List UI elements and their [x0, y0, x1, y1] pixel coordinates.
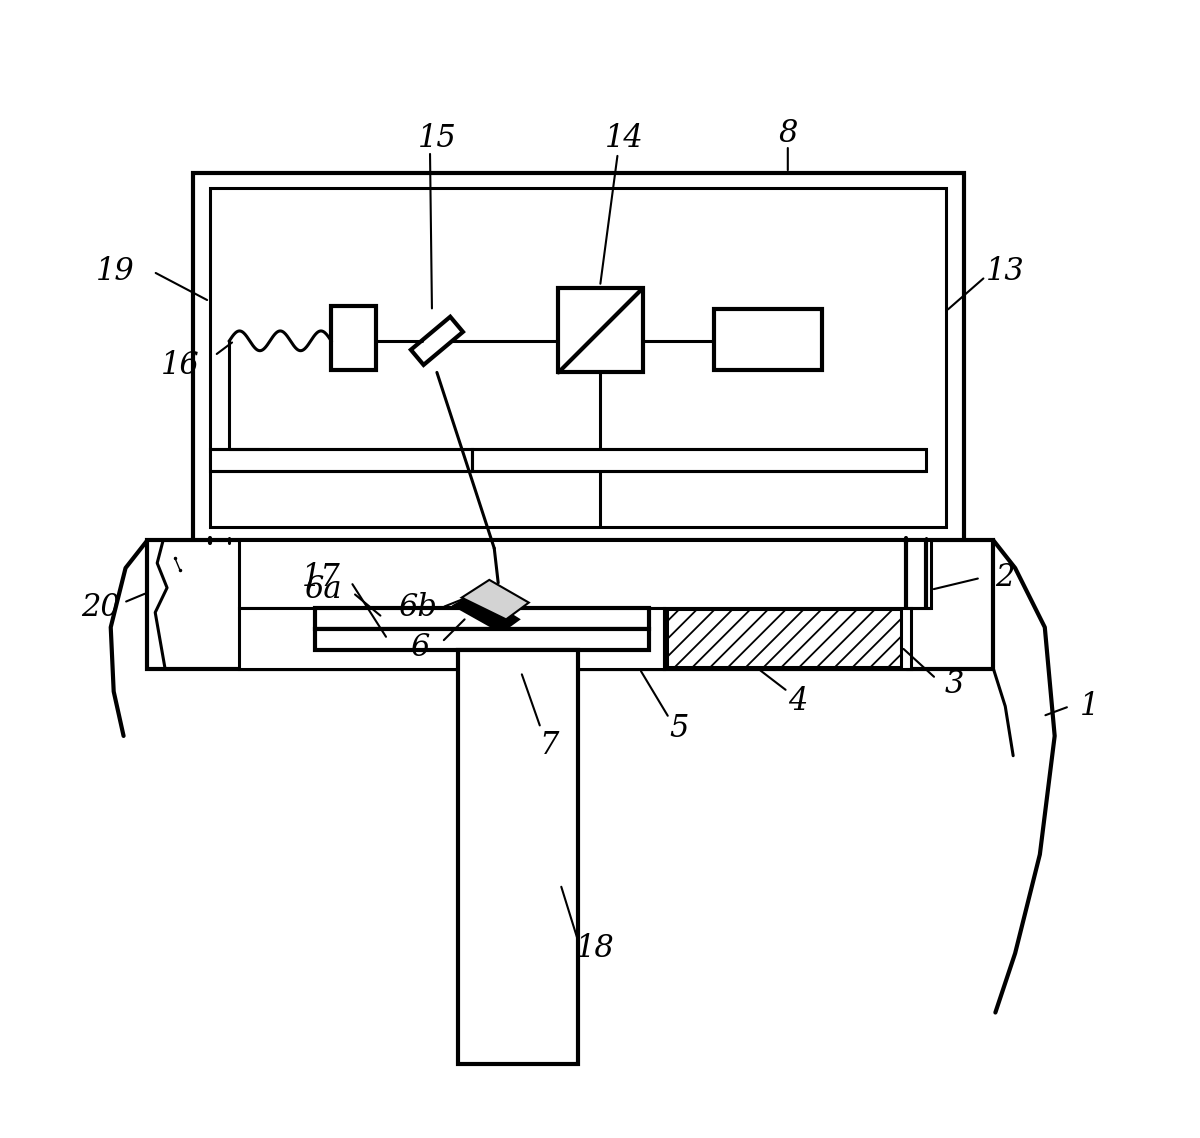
- Bar: [472, 450, 926, 471]
- Polygon shape: [462, 580, 529, 619]
- Bar: [667, 610, 901, 667]
- Text: 15: 15: [418, 123, 456, 154]
- Text: 3: 3: [944, 669, 964, 700]
- Bar: [665, 608, 911, 669]
- Polygon shape: [454, 593, 518, 633]
- Bar: [667, 610, 901, 667]
- Text: 7: 7: [539, 731, 558, 761]
- Text: 16: 16: [161, 351, 199, 381]
- Bar: [210, 450, 472, 471]
- Bar: [558, 288, 642, 372]
- Bar: [316, 629, 649, 650]
- Bar: [239, 541, 931, 608]
- Bar: [331, 306, 376, 371]
- Text: 18: 18: [576, 933, 614, 964]
- Bar: [148, 541, 994, 669]
- Text: 6b: 6b: [397, 592, 437, 622]
- Polygon shape: [410, 316, 463, 365]
- Text: 14: 14: [605, 123, 644, 154]
- Bar: [316, 608, 649, 629]
- Bar: [457, 650, 578, 1064]
- Text: 1: 1: [1080, 691, 1099, 721]
- Text: 8: 8: [778, 118, 798, 149]
- Bar: [193, 173, 964, 543]
- Text: 13: 13: [986, 256, 1025, 287]
- Text: 17: 17: [302, 562, 341, 593]
- Text: 2: 2: [996, 562, 1015, 593]
- Bar: [239, 608, 665, 669]
- Text: 6a: 6a: [305, 575, 342, 605]
- Text: 19: 19: [96, 256, 136, 287]
- Text: 6: 6: [410, 632, 430, 662]
- Bar: [210, 188, 946, 527]
- Text: 5: 5: [670, 712, 689, 743]
- Text: 20: 20: [82, 592, 120, 622]
- Text: 4: 4: [788, 686, 808, 717]
- Bar: [714, 310, 822, 371]
